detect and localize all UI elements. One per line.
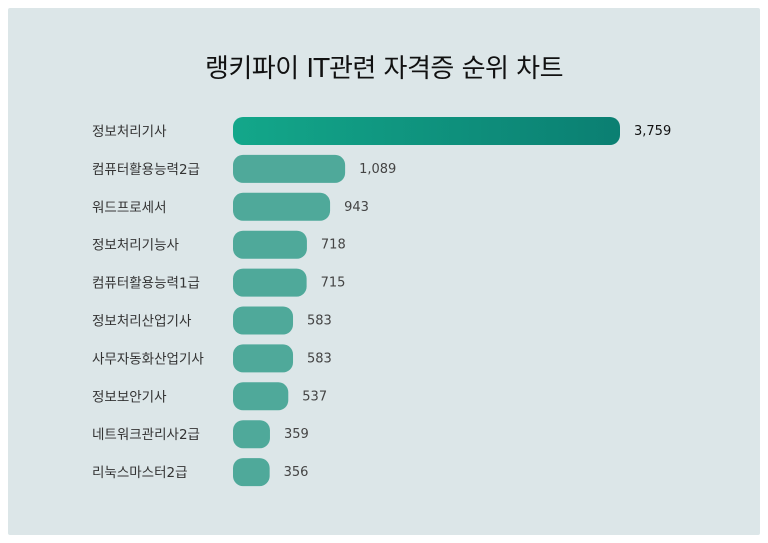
category-label: 컴퓨터활용능력1급	[92, 276, 200, 292]
chart-card	[8, 8, 760, 535]
value-label: 583	[307, 314, 332, 329]
category-label: 정보처리기능사	[92, 238, 180, 254]
value-label: 715	[321, 276, 346, 291]
bar[interactable]	[233, 117, 620, 145]
bars-group: 정보처리기사 3,759 컴퓨터활용능력2급 1,089 워드프로세서 943 정보처리기능…	[92, 117, 671, 487]
value-label: 359	[284, 427, 309, 442]
value-label: 943	[344, 200, 369, 215]
chart-title: 랭키파이 IT관련 자격증 순위 차트	[204, 54, 564, 84]
category-label: 워드프로세서	[92, 200, 167, 216]
value-label: 3,759	[634, 124, 671, 139]
value-label: 356	[284, 465, 309, 480]
category-label: 리눅스마스터2급	[92, 465, 188, 481]
category-label: 네트워크관리사2급	[92, 427, 200, 443]
category-label: 컴퓨터활용능력2급	[92, 162, 200, 178]
bar[interactable]	[233, 306, 294, 335]
bar[interactable]	[233, 458, 270, 487]
value-label: 537	[302, 389, 327, 404]
category-label: 정보보안기사	[92, 389, 167, 405]
category-label: 사무자동화산업기사	[92, 351, 204, 367]
value-label: 718	[321, 238, 346, 253]
bar[interactable]	[233, 344, 294, 373]
value-label: 1,089	[359, 162, 396, 177]
bar[interactable]	[233, 154, 346, 183]
bar[interactable]	[233, 420, 270, 449]
bar[interactable]	[233, 230, 307, 259]
category-label: 정보처리기사	[92, 124, 167, 140]
bar[interactable]	[233, 382, 289, 411]
value-label: 583	[307, 351, 332, 366]
bar[interactable]	[233, 192, 331, 221]
category-label: 정보처리산업기사	[92, 314, 192, 330]
bar[interactable]	[233, 268, 307, 297]
